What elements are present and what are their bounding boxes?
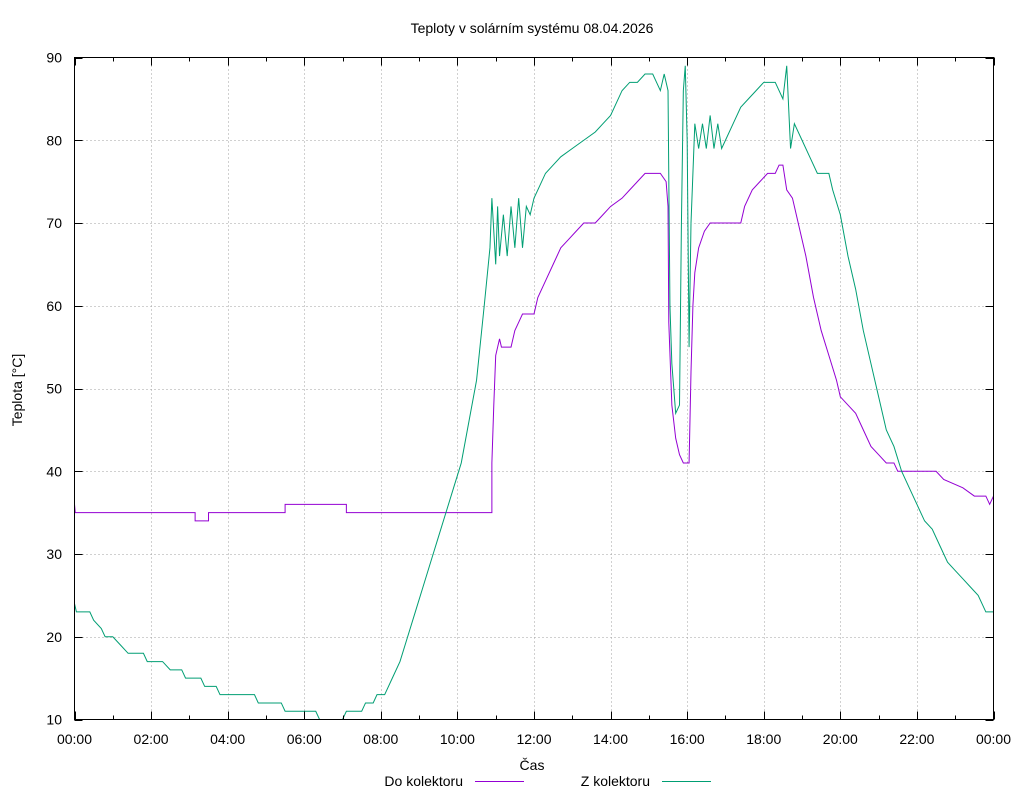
series-group	[74, 65, 994, 720]
y-tick-label: 90	[46, 50, 62, 66]
legend-label-do-kolektoru: Do kolektoru	[384, 773, 463, 789]
legend-label-z-kolektoru: Z kolektoru	[581, 773, 650, 789]
x-tick-label: 04:00	[210, 731, 245, 747]
y-tick-label: 30	[46, 546, 62, 562]
x-tick-label: 00:00	[976, 731, 1011, 747]
y-tick-label: 50	[46, 381, 62, 397]
x-tick-label: 14:00	[593, 731, 628, 747]
x-tick-label: 20:00	[823, 731, 858, 747]
tick-labels: 00:00 02:00 04:00 06:00 08:00 10:00 12:00 14:00…	[46, 50, 1011, 748]
x-tick-label: 10:00	[440, 731, 475, 747]
x-tick-label: 16:00	[670, 731, 705, 747]
x-tick-label: 02:00	[134, 731, 169, 747]
x-tick-label: 18:00	[746, 731, 781, 747]
x-tick-label: 06:00	[287, 731, 322, 747]
chart-title: Teploty v solárním systému 08.04.2026	[411, 20, 654, 36]
y-tick-label: 20	[46, 629, 62, 645]
y-tick-label: 40	[46, 463, 62, 479]
x-tick-label: 22:00	[899, 731, 934, 747]
axis-ticks	[74, 57, 995, 721]
y-tick-label: 80	[46, 132, 62, 148]
x-axis-label: Čas	[520, 757, 545, 773]
x-tick-label: 12:00	[516, 731, 551, 747]
legend: Do kolektoru Z kolektoru	[384, 773, 711, 789]
series-line-do-kolektoru	[74, 164, 994, 522]
series-line-z-kolektoru	[74, 65, 994, 720]
y-axis-label: Teplota [°C]	[9, 354, 25, 427]
x-tick-label: 08:00	[363, 731, 398, 747]
y-tick-label: 60	[46, 298, 62, 314]
y-tick-label: 70	[46, 215, 62, 231]
x-tick-label: 00:00	[57, 731, 92, 747]
y-tick-label: 10	[46, 712, 62, 728]
